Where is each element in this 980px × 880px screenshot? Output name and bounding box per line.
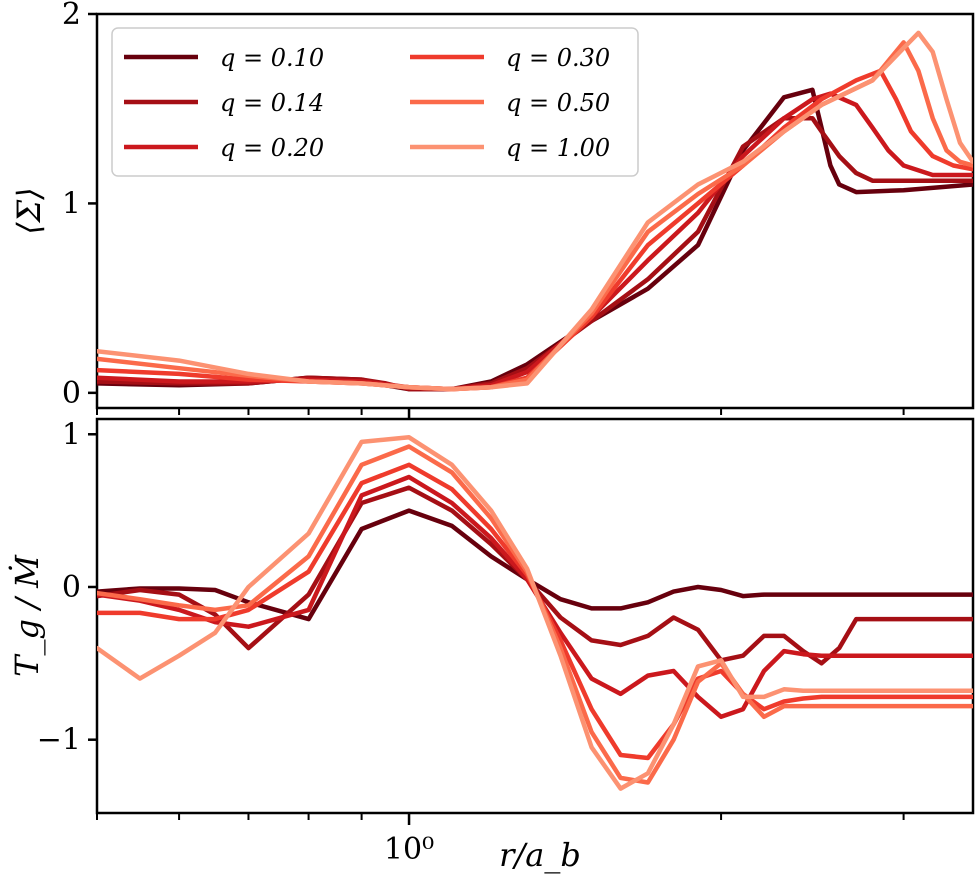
bottom-series-line-0-20 (97, 474, 973, 720)
legend-frame (111, 27, 639, 177)
bottom-axes-frame (95, 417, 975, 815)
legend-items: q = 0.10 q = 0.14 q = 0.20 q = 0.30 q = 0.50… (124, 44, 610, 162)
bottom-ytick-label: 1 (62, 417, 81, 452)
top-ytick-label: 0 (62, 376, 81, 411)
legend-label: q = 0.20 (220, 134, 324, 162)
bottom-ytick-label: −1 (37, 723, 81, 758)
bottom-series-group (97, 435, 973, 791)
top-ytick-label: 2 (62, 0, 81, 32)
bottom-series-line-0-10 (97, 508, 973, 622)
top-yticks: 0 1 2 (62, 0, 97, 411)
legend-label: q = 0.10 (220, 44, 324, 72)
top-axes-frame (95, 12, 975, 410)
legend-label: q = 0.30 (506, 44, 610, 72)
legend-label: q = 1.00 (506, 134, 610, 162)
top-series-group (97, 30, 973, 392)
legend-label: q = 0.14 (220, 89, 324, 117)
bottom-series-line-0-14 (97, 485, 973, 666)
bottom-series-line-0-30 (97, 462, 973, 761)
legend: q = 0.10 q = 0.14 q = 0.20 q = 0.30 q = 0.50… (111, 27, 639, 177)
top-series-line-1-00 (97, 30, 973, 392)
bottom-xticks: 10⁰ (96, 813, 905, 867)
top-panel: 0 1 2 ⟨Σ⟩ q = 0.10 q = 0.14 q = 0.20 q = 0.30… (10, 0, 975, 420)
bottom-y-axis-label: T_g / Ṁ (8, 554, 46, 677)
top-ytick-label: 1 (62, 186, 81, 221)
top-y-axis-label: ⟨Σ⟩ (10, 187, 48, 235)
bottom-series-line-0-50 (97, 444, 973, 785)
x-axis-label: r/a_b (499, 836, 581, 874)
bottom-series-line-1-00 (97, 435, 973, 791)
legend-label: q = 0.50 (506, 89, 610, 117)
bottom-yticks: 1 0 −1 (37, 417, 97, 758)
bottom-panel: 1 0 −1 10⁰ T_g / Ṁ r/a_b (8, 417, 975, 874)
xtick-label: 10⁰ (384, 832, 434, 867)
bottom-ytick-label: 0 (62, 570, 81, 605)
